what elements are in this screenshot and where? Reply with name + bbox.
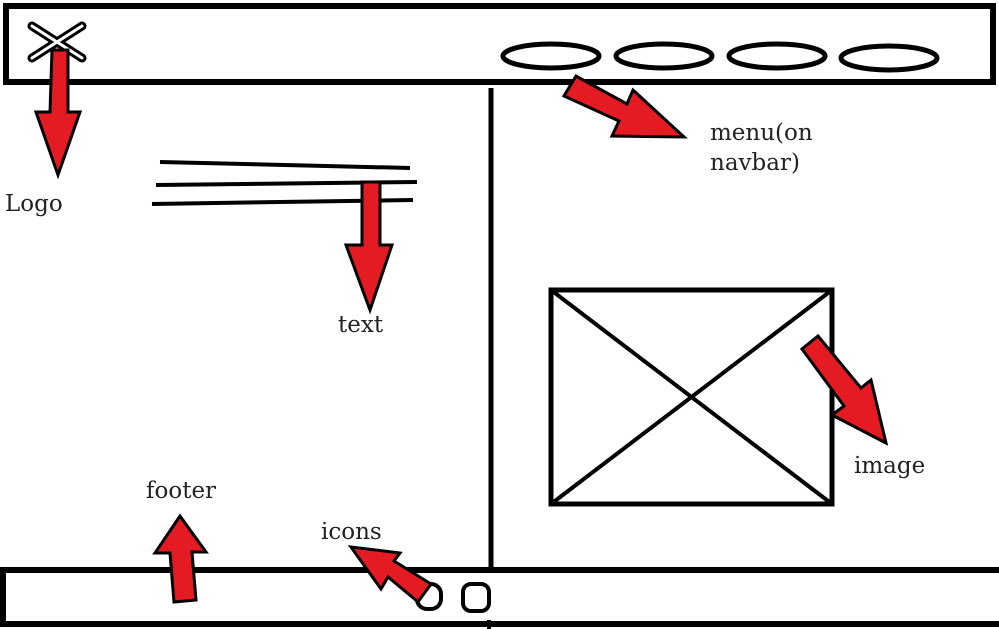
arrow-menu xyxy=(561,73,688,139)
label-footer: footer xyxy=(146,478,217,504)
label-text: text xyxy=(338,312,384,338)
menu-item-4[interactable] xyxy=(838,43,940,73)
menu-item-3[interactable] xyxy=(726,41,828,71)
label-menu-line1: menu(on xyxy=(710,120,813,146)
arrow-image xyxy=(799,333,889,446)
navbar-box xyxy=(3,3,996,85)
arrow-footer xyxy=(152,513,209,604)
label-image: image xyxy=(854,453,926,479)
footer-icon-2[interactable] xyxy=(461,582,491,613)
footer-box xyxy=(0,567,999,627)
menu-item-2[interactable] xyxy=(613,41,715,71)
arrow-logo xyxy=(33,48,83,180)
image-placeholder xyxy=(548,287,835,507)
arrow-text xyxy=(343,180,395,315)
arrow-icons xyxy=(347,545,434,605)
label-menu-line2: navbar) xyxy=(710,150,800,176)
logo-x-icon xyxy=(27,21,87,63)
label-logo: Logo xyxy=(5,191,63,217)
label-icons: icons xyxy=(321,519,382,545)
menu-item-1[interactable] xyxy=(500,41,602,71)
